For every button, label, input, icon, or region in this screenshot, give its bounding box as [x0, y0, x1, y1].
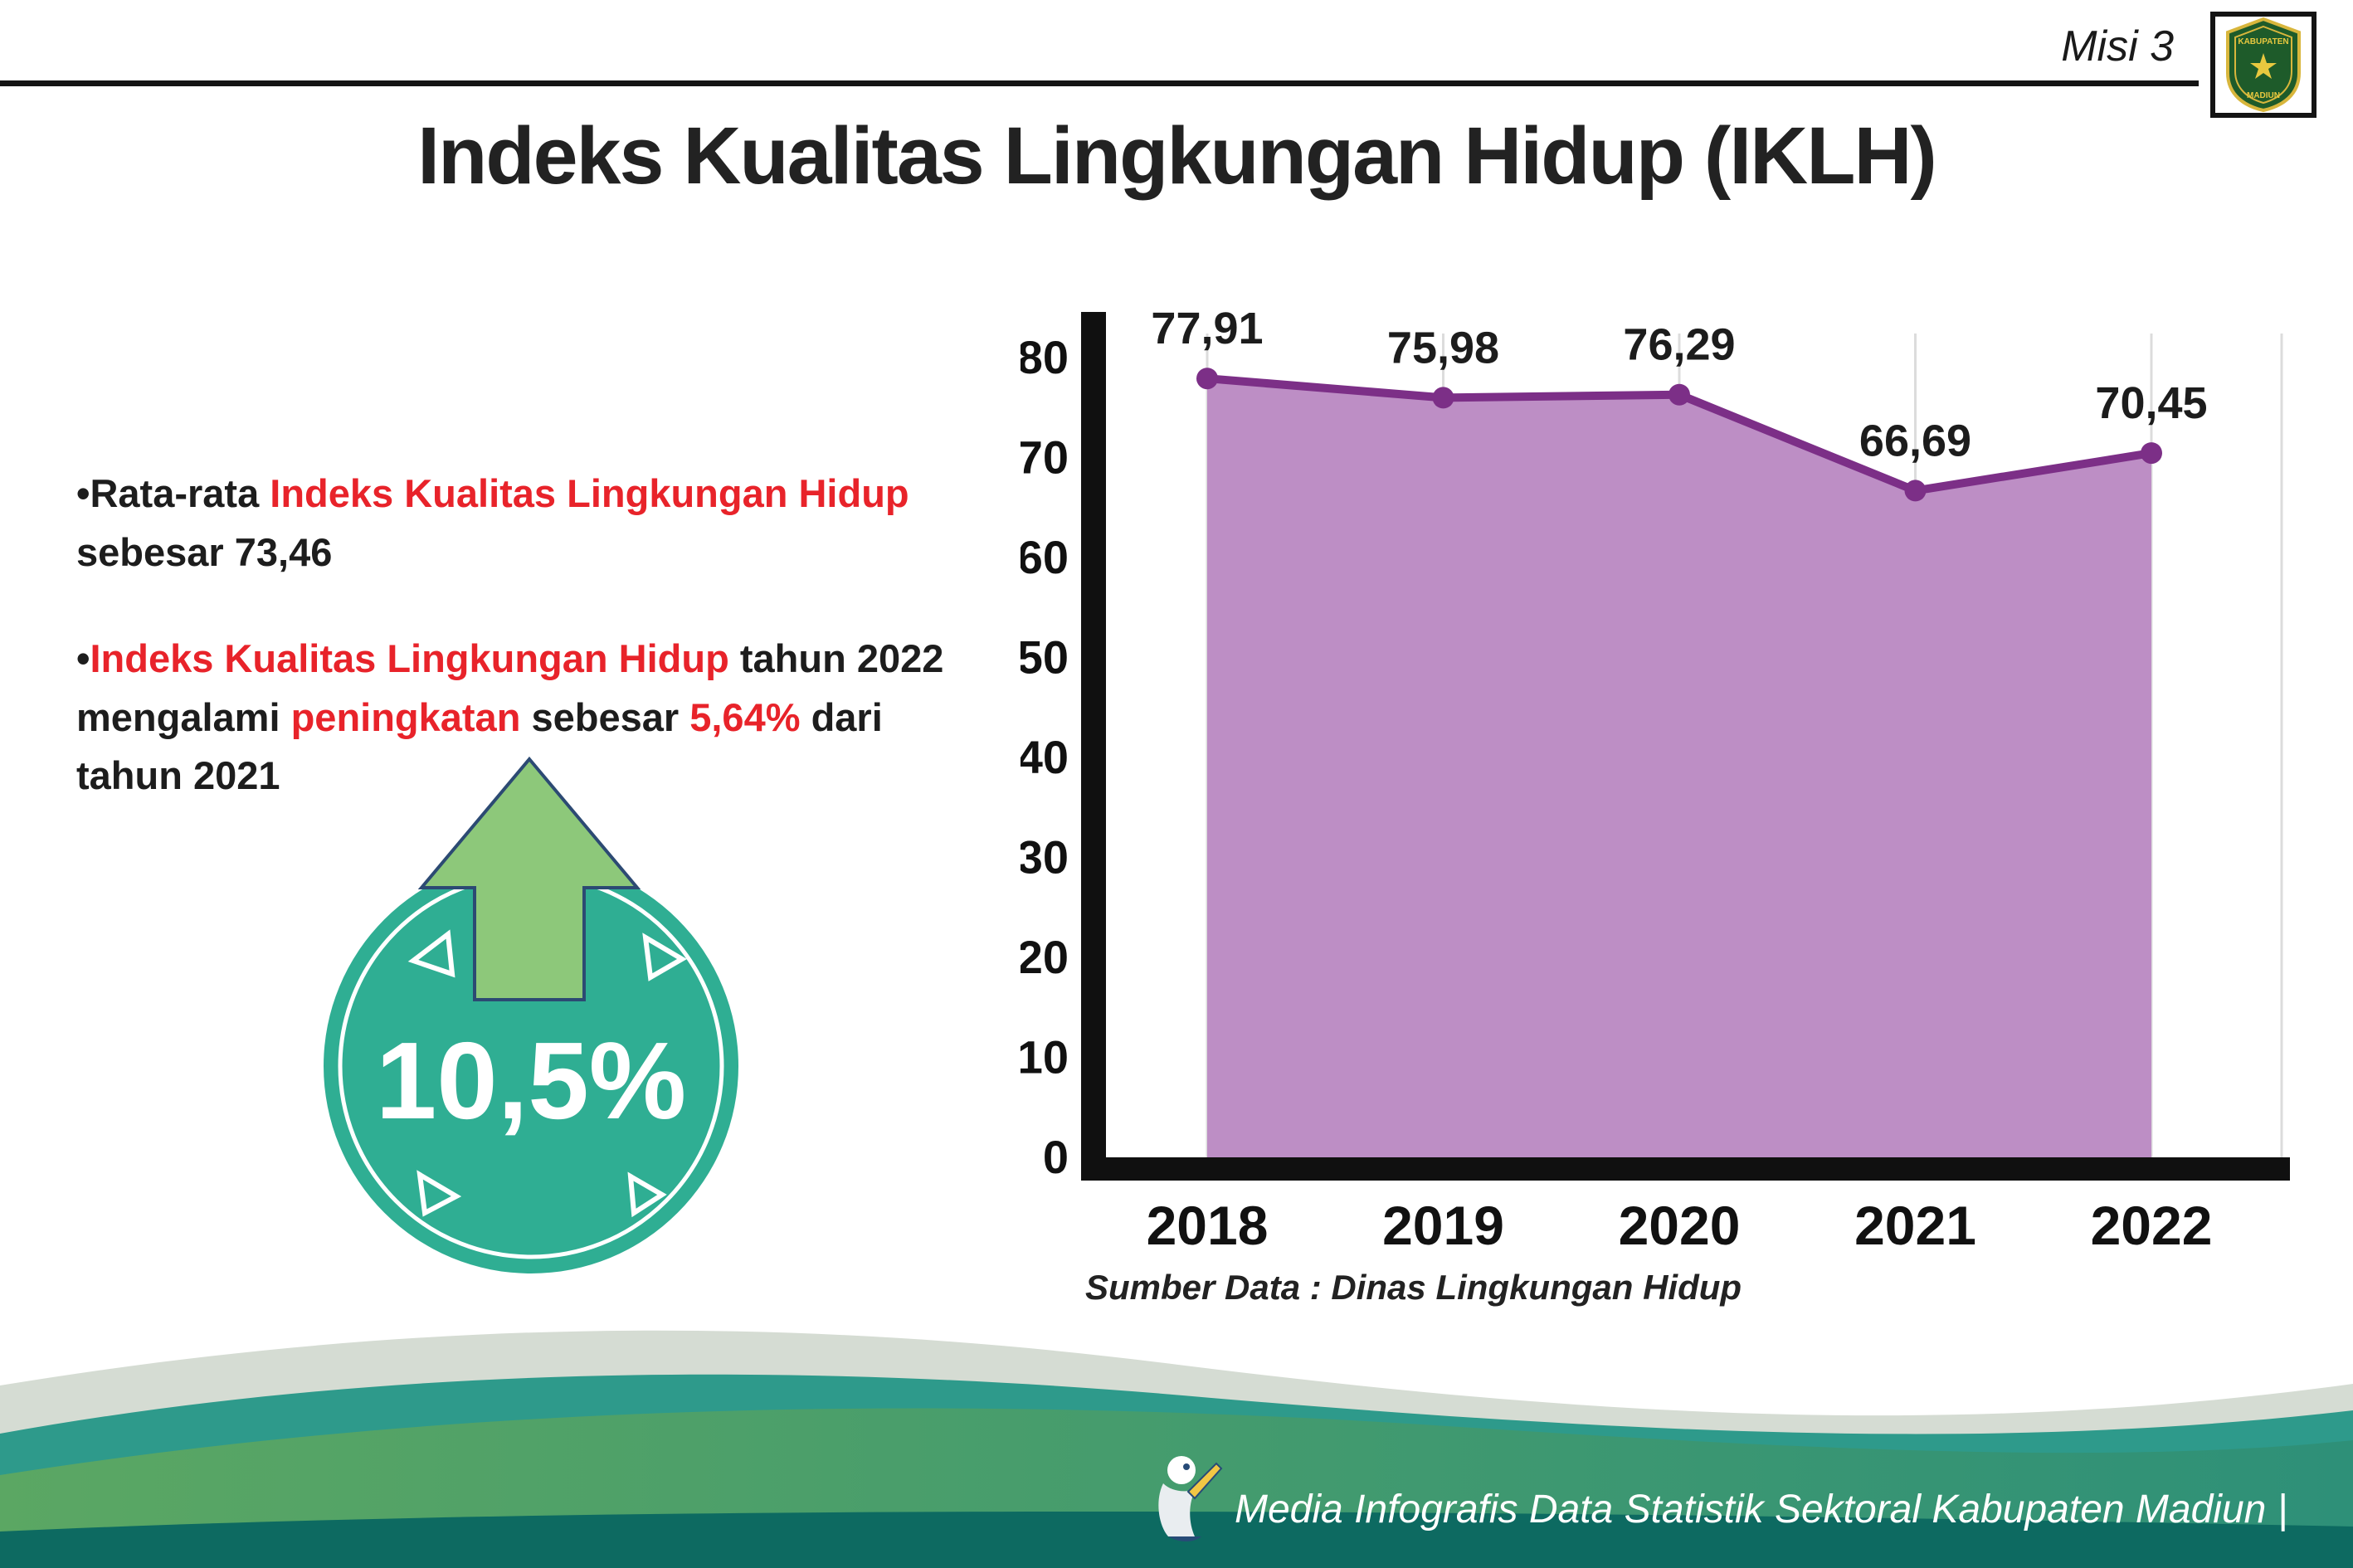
header-rule [0, 80, 2199, 86]
y-tick-label: 50 [1021, 631, 1069, 684]
x-tick-label: 2018 [1147, 1195, 1269, 1256]
data-point [1904, 480, 1927, 502]
bullet2-text2: sebesar [520, 694, 690, 739]
value-label: 70,45 [2095, 378, 2207, 428]
y-tick-label: 10 [1021, 1031, 1069, 1083]
data-point [1669, 383, 1690, 406]
y-tick-label: 20 [1021, 931, 1069, 983]
x-tick-label: 2021 [1854, 1195, 1976, 1256]
bullet2-highlight2: peningkatan [290, 694, 521, 739]
increase-badge: 10,5% [297, 747, 768, 1286]
badge-value: 10,5% [376, 1020, 686, 1142]
bullet2-highlight1: Indeks Kualitas Lingkungan Hidup [90, 636, 729, 680]
bullet-average-iklh: •Rata-rata Indeks Kualitas Lingkungan Hi… [76, 465, 968, 582]
x-tick-label: 2019 [1382, 1195, 1504, 1256]
y-tick-label: 0 [1043, 1131, 1069, 1183]
chart-source: Sumber Data : Dinas Lingkungan Hidup [1085, 1268, 1742, 1307]
bullet2-highlight3: 5,64% [689, 694, 801, 739]
logo-text-top: KABUPATEN [2238, 37, 2288, 46]
data-point [1196, 368, 1218, 390]
bullet-increase-2022: •Indeks Kualitas Lingkungan Hidup tahun … [76, 630, 968, 806]
value-label: 66,69 [1859, 416, 1971, 465]
bullet1-text2: sebesar 73,46 [76, 529, 333, 574]
y-tick-label: 80 [1021, 331, 1069, 383]
bullet-list: •Rata-rata Indeks Kualitas Lingkungan Hi… [76, 465, 968, 854]
y-tick-label: 70 [1021, 431, 1069, 484]
sparkle-triangle-nw [407, 929, 455, 978]
sparkle-triangle-se [627, 1171, 667, 1218]
x-tick-label: 2022 [2091, 1195, 2213, 1256]
value-label: 76,29 [1623, 320, 1735, 370]
bullet-dot: • [76, 636, 90, 680]
value-label: 75,98 [1387, 323, 1499, 373]
logo-shield-icon: KABUPATEN MADIUN [2226, 17, 2301, 113]
y-tick-label: 60 [1021, 531, 1069, 583]
sparkle-triangle-sw [417, 1170, 462, 1217]
up-arrow-icon [417, 756, 641, 1001]
value-label: 77,91 [1151, 304, 1263, 353]
bullet-dot: • [76, 471, 90, 515]
bullet2-text1: tahun 2022 mengalami [76, 636, 944, 739]
y-tick-label: 40 [1021, 731, 1069, 783]
bullet2-text3: dari tahun 2021 [76, 694, 883, 798]
y-axis-bar [1081, 312, 1106, 1181]
misi-label: Misi 3 [2061, 22, 2174, 71]
increase-badge-graphic: 10,5% [324, 756, 738, 1273]
x-axis-bar [1081, 1157, 2290, 1181]
logo-text-bottom: MADIUN [2247, 91, 2280, 100]
y-tick-label: 30 [1021, 831, 1069, 884]
data-point [2141, 442, 2162, 465]
kabupaten-madiun-logo: KABUPATEN MADIUN [2210, 12, 2316, 118]
mascot-icon [1158, 1456, 1223, 1541]
badge-circle [324, 859, 738, 1273]
sparkle-triangle-ne [642, 933, 687, 981]
area-shape [1207, 378, 2151, 1157]
data-point [1432, 387, 1454, 409]
bullet1-highlight: Indeks Kualitas Lingkungan Hidup [270, 471, 909, 515]
x-tick-label: 2020 [1619, 1195, 1741, 1256]
chart-canvas: 77,91 75,98 76,29 66,69 70,45 0 10 20 30 40 50 60 70… [1017, 304, 2290, 1256]
iklh-area-chart: 77,91 75,98 76,29 66,69 70,45 0 10 20 30 40 50 60 70… [1017, 299, 2315, 1344]
footer-caption: Media Infografis Data Statistik Sektoral… [1235, 1488, 2288, 1531]
bullet1-text: Rata-rata [90, 471, 270, 515]
page-title: Indeks Kualitas Lingkungan Hidup (IKLH) [417, 110, 1937, 201]
